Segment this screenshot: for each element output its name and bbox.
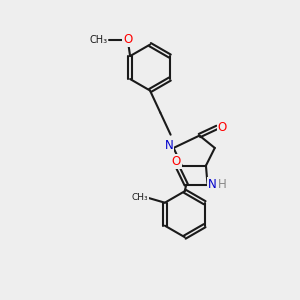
- Text: H: H: [218, 178, 226, 191]
- Text: O: O: [218, 121, 227, 134]
- Text: CH₃: CH₃: [89, 35, 107, 45]
- Text: N: N: [208, 178, 217, 191]
- Text: N: N: [164, 139, 173, 152]
- Text: O: O: [123, 33, 132, 46]
- Text: O: O: [172, 155, 181, 168]
- Text: CH₃: CH₃: [132, 193, 148, 202]
